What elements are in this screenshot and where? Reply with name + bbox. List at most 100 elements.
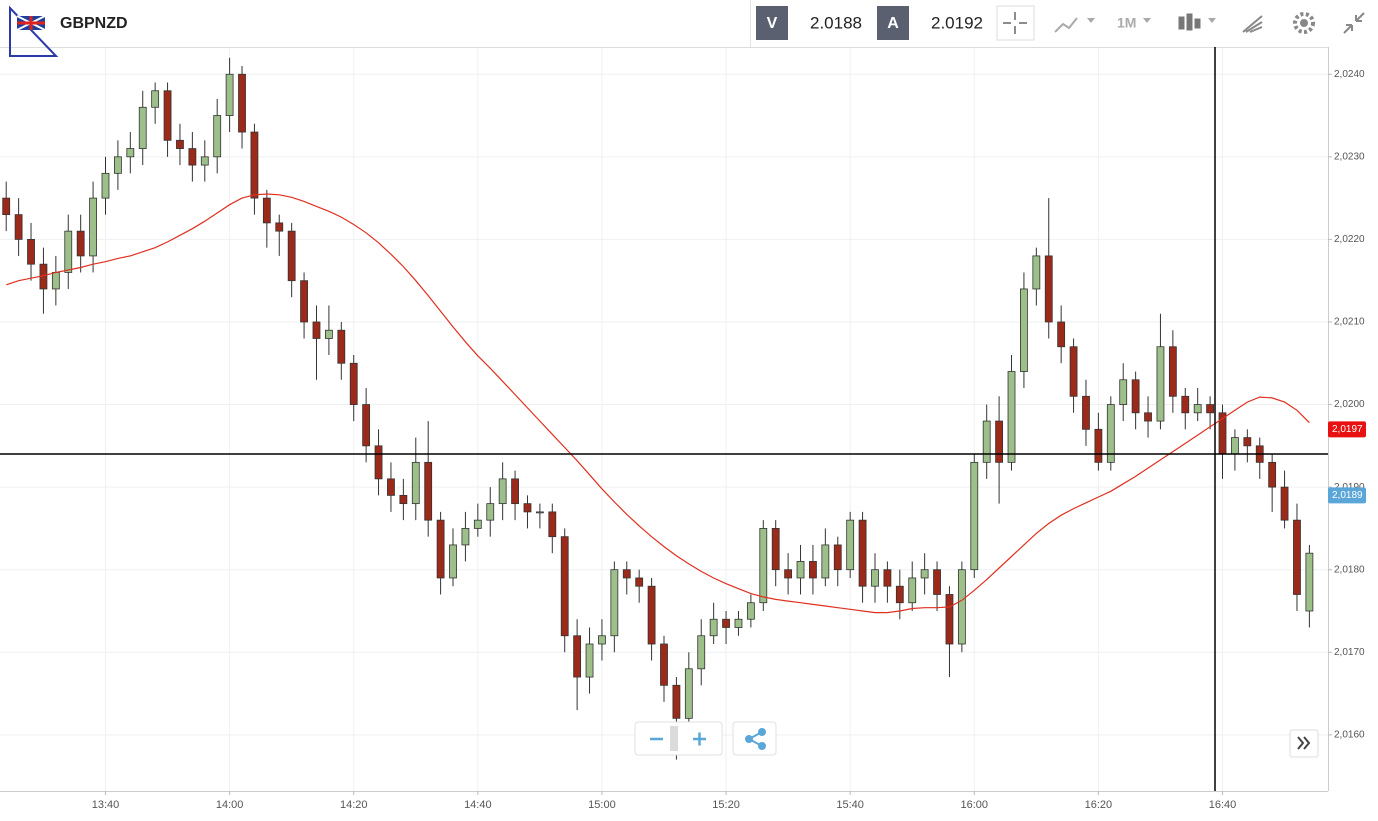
candle-body — [1243, 437, 1252, 447]
candle-body — [498, 478, 507, 505]
candle-body — [64, 230, 73, 273]
candle-body — [970, 461, 979, 571]
candle-body — [300, 280, 308, 323]
candle-body — [374, 445, 383, 480]
y-tick-label: 2,0240 — [1334, 69, 1365, 80]
toolbar — [0, 0, 1378, 47]
candle-body — [1131, 379, 1140, 414]
candle-body — [1057, 321, 1066, 348]
candle-body — [846, 519, 855, 571]
candle-body — [684, 668, 693, 719]
candle-body — [101, 172, 110, 199]
candle-body — [759, 528, 768, 604]
candle-body — [238, 73, 246, 133]
bid-price: 2.0188 — [810, 13, 862, 32]
bid-label: V — [767, 15, 778, 32]
candle-body — [746, 602, 755, 620]
candle-body — [933, 569, 941, 595]
candle-body — [560, 536, 569, 637]
timeframe[interactable]: 1M — [1117, 15, 1136, 31]
collapse-icon[interactable] — [1343, 12, 1365, 34]
candle-body — [14, 214, 23, 240]
share-button[interactable] — [732, 721, 777, 756]
candle-body — [622, 569, 631, 579]
y-axis-panel — [1328, 47, 1378, 791]
zoom-in[interactable] — [693, 732, 706, 746]
candle-body — [387, 478, 395, 496]
candle-body — [548, 511, 557, 538]
scroll-end-button[interactable] — [1289, 729, 1319, 758]
plot — [0, 47, 1328, 791]
candle-body — [1094, 428, 1103, 463]
candle-body — [647, 585, 656, 645]
candle-body — [697, 635, 706, 670]
draw-icon[interactable] — [1242, 15, 1263, 33]
candle-body — [920, 569, 929, 579]
candle-body — [138, 106, 147, 149]
candle-body — [287, 230, 296, 282]
y-tick-label: 2,0160 — [1334, 729, 1365, 740]
candle-body — [449, 544, 457, 579]
candle-body — [1032, 255, 1041, 290]
dropdown-arrow — [1087, 18, 1095, 23]
candles-icon[interactable] — [1178, 13, 1201, 31]
candle-body — [821, 544, 830, 579]
candle-body — [486, 503, 495, 521]
candle-body — [250, 131, 259, 199]
candle-body — [436, 519, 445, 579]
candle-body — [523, 503, 532, 513]
x-tick-label: 16:00 — [961, 799, 989, 811]
candle-body — [2, 197, 11, 216]
candle-body — [1082, 395, 1090, 430]
candle-body — [126, 148, 135, 158]
candle-body — [27, 238, 35, 265]
moving-average — [6, 193, 1310, 614]
candle-body — [324, 329, 333, 339]
candle-body — [908, 577, 917, 604]
candle-body — [573, 635, 582, 678]
x-tick-label: 16:40 — [1209, 799, 1237, 811]
candle-body — [76, 230, 85, 257]
candle-body — [858, 519, 867, 587]
candle-body — [213, 115, 222, 158]
x-tick-label: 14:20 — [340, 799, 368, 811]
candle-body — [411, 461, 420, 505]
x-tick-label: 15:00 — [588, 799, 616, 811]
settings-icon[interactable] — [1293, 12, 1315, 34]
candle-body — [660, 643, 668, 686]
price-tag-label: 2,0197 — [1332, 424, 1363, 435]
zoom-handle[interactable] — [670, 726, 678, 751]
settings-hub — [1300, 19, 1308, 27]
candle-body — [362, 404, 371, 447]
candle-body — [163, 90, 172, 141]
candle-body — [1156, 346, 1165, 422]
axes: 2,0160 2,0170 2,0180 2,0190 2,0200 2,0210 2,02… — [0, 47, 1378, 821]
chart-type-icon[interactable] — [1054, 17, 1078, 33]
x-tick-label: 14:00 — [216, 799, 244, 811]
x-tick-label: 13:40 — [92, 799, 120, 811]
candle-body — [771, 528, 780, 571]
candle-body — [225, 73, 234, 116]
ask-badge[interactable] — [877, 6, 909, 40]
crosshair-button[interactable] — [996, 5, 1035, 41]
candle-body — [610, 569, 619, 637]
candle-body — [995, 420, 1004, 463]
candle-body — [151, 90, 160, 108]
share-icon — [745, 728, 766, 750]
candle-body — [1007, 371, 1016, 463]
y-tick-label: 2,0190 — [1334, 482, 1365, 493]
candle-body — [262, 197, 271, 224]
candle-body — [883, 569, 892, 587]
candle-body — [511, 478, 519, 505]
candle-body — [945, 594, 954, 645]
candle-body — [722, 618, 730, 628]
bid-badge[interactable] — [756, 6, 788, 40]
x-tick-label: 15:40 — [836, 799, 864, 811]
candle-body — [1106, 404, 1115, 463]
crosshair-icon — [1003, 12, 1027, 34]
candle-body — [399, 494, 408, 505]
candle-body — [833, 544, 842, 571]
candle-body — [1231, 437, 1239, 455]
candle-body — [598, 635, 606, 645]
dropdown-arrow — [1143, 18, 1151, 23]
